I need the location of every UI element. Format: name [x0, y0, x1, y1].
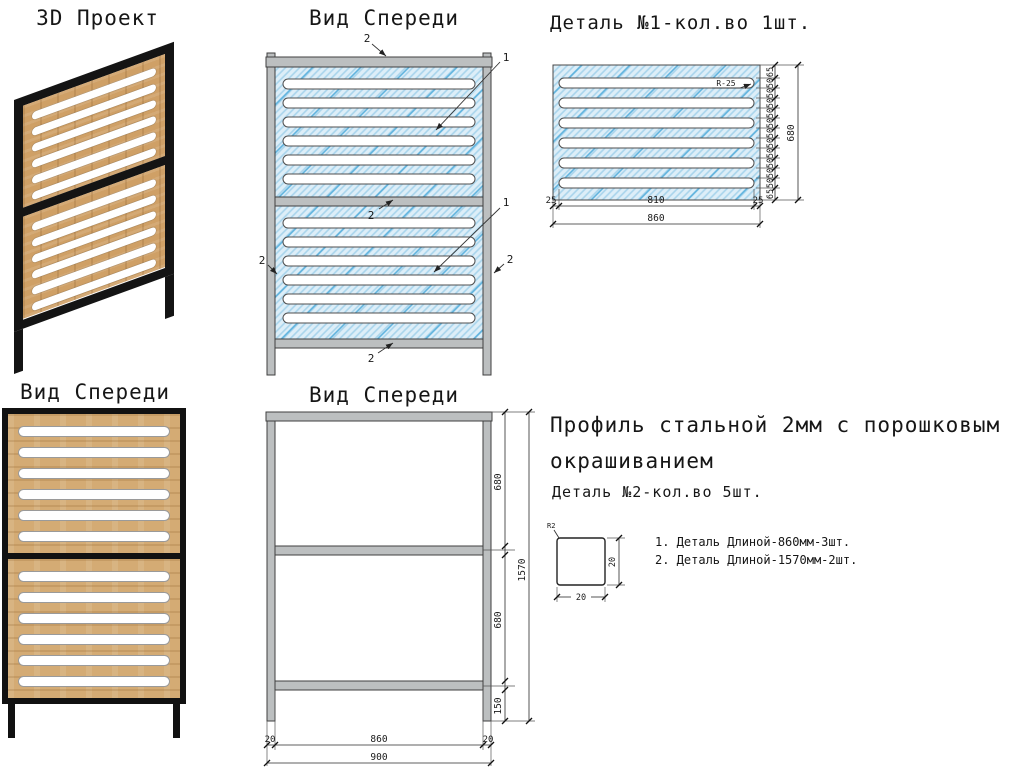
dim-pitch-label: 50 [766, 78, 776, 88]
callout-panel-1: 1 [503, 51, 510, 64]
detail-1-drawing: R-25 [546, 61, 804, 228]
callout-leaders [267, 43, 505, 354]
wood-panel-top [8, 414, 180, 553]
callout-frame-left: 2 [259, 254, 266, 267]
wood-slot [18, 592, 170, 603]
dim-pitch-label: 50 [766, 168, 776, 178]
wood-frame [2, 408, 186, 704]
title-3d-view: 3D Проект [36, 6, 159, 30]
dimension-ticks [263, 408, 533, 767]
wood-panel-bottom [8, 559, 180, 698]
wood-slot [18, 447, 170, 458]
dim-edge-label: 65 [766, 67, 776, 77]
steel-frame [265, 411, 493, 722]
dim-overall-height-label: 1570 [517, 558, 528, 581]
dimension-ticks [549, 61, 802, 228]
dim-post-width-label: 20 [483, 735, 494, 745]
dim-overall-width-label: 900 [370, 752, 387, 763]
parts-list-item-2: 2. Деталь Длиной-1570мм-2шт. [655, 553, 858, 567]
wood-leg-left [8, 704, 15, 738]
dim-pitch-label: 50 [766, 108, 776, 118]
dim-pitch-label: 50 [766, 158, 776, 168]
dim-pitch-label: 50 [766, 148, 776, 158]
front-view-wood [2, 408, 186, 738]
dim-section-height-label: 680 [493, 473, 504, 490]
dim-overall-width-label: 860 [647, 213, 664, 224]
title-detail-2: Деталь №2-кол.во 5шт. [552, 483, 763, 501]
radius-leader [553, 529, 560, 539]
3d-project-view [14, 28, 199, 380]
callout-panel-2: 1 [503, 196, 510, 209]
dim-edge-label: 65 [766, 189, 776, 199]
material-spec-text: Профиль стальной 2мм с порошковым окраши… [550, 413, 1001, 473]
wood-slot [18, 655, 170, 666]
radius-callout: R-25 [712, 79, 752, 89]
wood-middle-bar [8, 553, 180, 559]
3d-leg-right [165, 273, 174, 320]
extension-lines [556, 537, 625, 602]
dim-corner-radius-label: R-25 [716, 79, 735, 88]
front-view-top-drawing: 2 1 1 2 2 2 2 [259, 32, 514, 376]
dim-section-height-label: 680 [493, 611, 504, 628]
front-view-frame-drawing: 680 680 150 1570 20 860 20 900 [263, 408, 535, 767]
wood-leg-right [173, 704, 180, 738]
dim-inner-width-label: 860 [370, 734, 387, 745]
3d-skewed-screen [14, 41, 174, 374]
wood-slot [18, 468, 170, 479]
dim-pitch-label: 50 [766, 128, 776, 138]
dim-pitch-label: 50 [766, 98, 776, 108]
title-front-view-bottom-left: Вид Спереди [19, 380, 171, 404]
dim-pitch-label: 50 [766, 138, 776, 148]
dimension-lines [557, 538, 620, 598]
wood-slot [18, 531, 170, 542]
dim-pitch-label: 50 [766, 178, 776, 188]
dim-post-width-label: 20 [265, 735, 276, 745]
profile-section-drawing: R2 20 20 [547, 522, 625, 603]
dimension-lines [267, 412, 530, 764]
wood-slot [18, 426, 170, 437]
callout-frame-mid: 2 [368, 209, 375, 222]
dim-margin-right-label: 25 [753, 196, 764, 206]
wood-slot [18, 571, 170, 582]
wood-slot [18, 634, 170, 645]
dim-overall-height-label: 680 [786, 124, 797, 141]
parts-list: 1. Деталь Длиной-860мм-3шт. 2. Деталь Дл… [655, 533, 857, 569]
wood-slot [18, 510, 170, 521]
parts-list-item-1: 1. Деталь Длиной-860мм-3шт. [655, 535, 851, 549]
dim-slot-length-label: 810 [647, 195, 664, 206]
profile-width-label: 20 [576, 593, 586, 603]
title-front-view-top: Вид Спереди [308, 6, 460, 30]
extension-lines [266, 411, 535, 766]
callout-frame-bottom: 2 [368, 352, 375, 365]
wood-slot [18, 613, 170, 624]
dim-pitch-label: 50 [766, 118, 776, 128]
profile-square [556, 537, 606, 586]
wood-slot [18, 489, 170, 500]
wood-slot [18, 676, 170, 687]
3d-leg-left [14, 328, 23, 374]
callout-frame-right: 2 [507, 253, 514, 266]
3d-frame [14, 41, 174, 332]
dim-margin-left-label: 25 [546, 196, 557, 206]
dim-pitch-label: 50 [766, 88, 776, 98]
slat-slots-bottom [282, 217, 476, 324]
slat-slots-top [282, 78, 476, 185]
title-detail-1: Деталь №1-кол.во 1шт. [550, 12, 812, 34]
profile-radius-label: R2 [547, 522, 555, 530]
steel-frame [265, 52, 493, 376]
detail-1-slots [558, 77, 755, 189]
callout-frame-top: 2 [364, 32, 371, 45]
title-front-view-bottom-mid: Вид Спереди [308, 383, 460, 407]
dimension-ticks [553, 534, 623, 601]
dim-leg-height-label: 150 [493, 697, 504, 714]
profile-height-label: 20 [608, 557, 618, 567]
